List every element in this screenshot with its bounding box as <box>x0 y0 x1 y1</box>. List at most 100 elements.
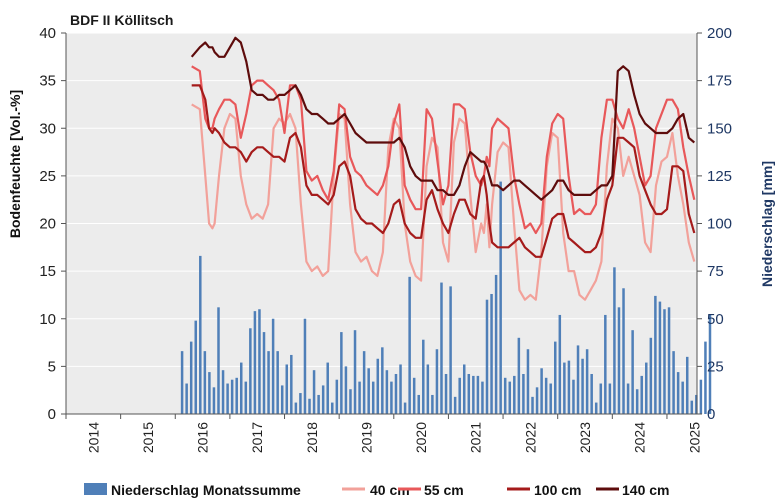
legend-label-40cm: 40 cm <box>370 482 410 498</box>
moisture-series-lines <box>190 36 696 301</box>
precipitation-bar <box>408 276 411 414</box>
precipitation-bar <box>203 351 207 414</box>
axes: 0510152025303540025507510012515017520020… <box>39 25 732 453</box>
precipitation-bar <box>581 358 584 414</box>
precipitation-bar <box>617 307 621 414</box>
precipitation-bar <box>390 381 393 414</box>
precipitation-bar <box>199 255 202 414</box>
precipitation-bar <box>221 370 225 414</box>
precipitation-bar <box>708 314 712 414</box>
precipitation-bar <box>513 375 516 414</box>
precipitation-bar <box>544 377 548 414</box>
precipitation-bar <box>704 341 707 414</box>
precipitation-bar <box>335 379 339 414</box>
precipitation-bar <box>326 362 329 414</box>
precipitation-bar <box>294 402 298 414</box>
x-tick-label: 2018 <box>304 422 320 453</box>
precipitation-bar <box>626 383 630 414</box>
precipitation-bar <box>567 360 571 414</box>
precipitation-bar <box>572 379 575 414</box>
series-line-40cm <box>191 103 696 301</box>
precipitation-bar <box>663 309 666 414</box>
series-line-100cm <box>191 84 696 258</box>
precipitation-bar <box>262 332 266 414</box>
precipitation-bar <box>194 320 197 414</box>
precipitation-bar <box>280 385 284 414</box>
precipitation-bar <box>371 381 375 414</box>
precipitation-bar <box>658 301 662 414</box>
precipitation-bar <box>308 398 311 414</box>
precipitation-bar <box>189 341 193 414</box>
y-right-tick-label: 150 <box>707 120 732 137</box>
y-left-tick-label: 20 <box>39 216 56 233</box>
x-tick-label: 2020 <box>413 422 429 453</box>
precipitation-bar <box>267 351 270 414</box>
precipitation-bar <box>230 379 234 414</box>
precipitation-bar <box>403 402 407 414</box>
series-line-140cm <box>190 36 696 201</box>
precipitation-bar <box>462 364 466 414</box>
precipitation-bar <box>640 375 643 414</box>
precipitation-bar <box>431 394 434 414</box>
precipitation-bar <box>349 389 352 414</box>
precipitation-bar <box>613 267 616 414</box>
y-right-tick-label: 125 <box>707 168 732 185</box>
precipitation-bar <box>376 358 380 414</box>
y-axis-left-title: Bodenfeuchte [Vol.-%] <box>7 90 23 238</box>
precipitation-bar <box>303 318 307 414</box>
series-line-55cm <box>191 65 696 235</box>
precipitation-bar <box>631 330 634 414</box>
y-left-tick-label: 15 <box>39 263 56 280</box>
precipitation-bar <box>244 381 248 414</box>
precipitation-bar <box>340 332 343 414</box>
precipitation-bar <box>299 393 302 414</box>
precipitation-bar <box>635 389 639 414</box>
precipitation-bar <box>685 356 689 414</box>
y-right-tick-label: 175 <box>707 73 732 90</box>
x-tick-label: 2025 <box>686 422 702 453</box>
precipitation-bar <box>676 372 680 414</box>
precipitation-bar <box>399 364 402 414</box>
x-tick-label: 2014 <box>85 422 101 453</box>
precipitation-bar <box>699 379 703 414</box>
precipitation-bar <box>594 402 598 414</box>
y-right-tick-label: 200 <box>707 25 732 42</box>
chart-title: BDF II Köllitsch <box>70 12 173 28</box>
precipitation-bar <box>449 286 452 414</box>
precipitation-bar <box>290 354 293 414</box>
x-tick-label: 2024 <box>632 422 648 453</box>
x-tick-label: 2021 <box>468 422 484 453</box>
x-tick-label: 2023 <box>577 422 593 453</box>
legend-label-100cm: 100 cm <box>534 482 581 498</box>
precipitation-bar <box>362 351 366 414</box>
y-right-tick-label: 50 <box>707 311 724 328</box>
precipitation-bar <box>508 381 512 414</box>
y-right-tick-label: 25 <box>707 358 724 375</box>
precipitation-bar <box>453 396 457 414</box>
y-right-tick-label: 0 <box>707 406 715 423</box>
precipitation-bar <box>426 364 430 414</box>
precipitation-bar <box>180 351 184 414</box>
precipitation-bar <box>258 309 261 414</box>
legend: Niederschlag Monatssumme 40 cm 55 cm 100… <box>84 482 669 498</box>
precipitation-bar <box>440 282 443 414</box>
precipitation-bar <box>353 330 357 414</box>
precipitation-bar <box>585 349 589 414</box>
precipitation-bar <box>367 368 370 414</box>
precipitation-bar <box>271 318 275 414</box>
precipitation-bar <box>276 351 279 414</box>
precipitation-bar <box>381 347 384 414</box>
precipitation-bar <box>526 349 530 414</box>
precipitation-bar <box>226 383 229 414</box>
precipitation-bar <box>681 381 684 414</box>
precipitation-bars <box>180 181 712 414</box>
precipitation-bar <box>535 387 539 414</box>
precipitation-bar <box>385 370 389 414</box>
legend-swatch-precipitation <box>84 483 107 495</box>
x-tick-label: 2017 <box>249 422 265 453</box>
legend-label-55cm: 55 cm <box>424 482 464 498</box>
precipitation-bar <box>599 383 603 414</box>
precipitation-bar <box>417 394 420 414</box>
precipitation-bar <box>467 373 471 414</box>
precipitation-bar <box>608 383 612 414</box>
